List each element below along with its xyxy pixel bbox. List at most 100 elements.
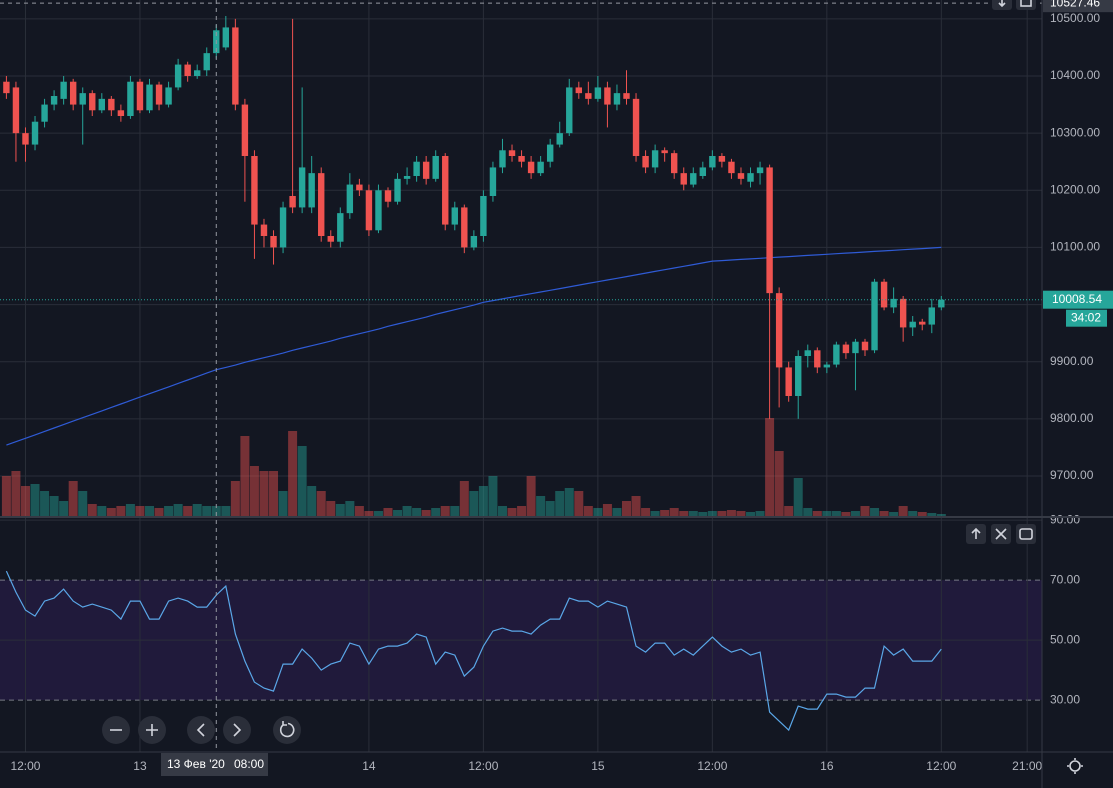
candle-body: [766, 167, 773, 294]
candle-body: [594, 87, 602, 99]
candle-body: [356, 184, 363, 191]
x-tick-label: 13: [133, 759, 147, 773]
volume-bar: [59, 501, 69, 516]
scroll-right-button[interactable]: [223, 716, 251, 744]
candle-body: [12, 87, 20, 134]
button[interactable]: [1016, 0, 1036, 10]
candle-body: [327, 236, 334, 242]
volume-bar: [125, 504, 135, 516]
candle-body: [461, 207, 468, 248]
candle-body: [604, 87, 611, 105]
volume-bar: [889, 512, 899, 516]
candle-body: [232, 27, 239, 105]
candle-body: [890, 298, 897, 308]
candle-body: [451, 207, 458, 225]
candle-body: [899, 298, 907, 328]
volume-bar: [154, 508, 164, 516]
candle-body: [718, 156, 726, 162]
candle-body: [260, 224, 268, 236]
candle-body: [298, 167, 306, 208]
candle-body: [728, 161, 735, 174]
crosshair-price-box: [1043, 0, 1113, 13]
volume-bar: [364, 511, 374, 516]
y-tick-label: 9800.00: [1050, 411, 1094, 425]
volume-bar: [11, 471, 21, 516]
volume-bar: [650, 511, 660, 516]
candle-body: [919, 321, 926, 325]
candle-body: [422, 161, 430, 179]
candle-body: [279, 207, 287, 248]
volume-bar: [20, 486, 30, 516]
candle-body: [871, 281, 878, 351]
candle-body: [938, 299, 945, 308]
volume-bar: [746, 512, 756, 516]
candle-body: [222, 27, 230, 48]
candle-body: [155, 84, 163, 105]
icon-maximize: [1020, 0, 1032, 7]
reset-button[interactable]: [273, 716, 301, 744]
volume-bar: [164, 506, 174, 516]
icon-left: [196, 723, 205, 737]
volume-bar: [269, 471, 279, 516]
candle-body: [403, 176, 411, 179]
volume-bar: [135, 506, 145, 516]
volume-bar: [30, 484, 40, 516]
pane-icons-top[interactable]: [992, 0, 1036, 10]
x-tick-label: 12:00: [10, 759, 40, 773]
volume-bar: [908, 511, 918, 516]
y-tick-label: 9700.00: [1050, 468, 1094, 482]
candle-body: [241, 104, 249, 156]
candle-body: [394, 178, 401, 202]
candle-body: [346, 184, 354, 214]
volume-bar: [574, 491, 584, 516]
volume-bar: [822, 511, 832, 516]
candle-body: [880, 281, 888, 308]
volume-bar: [68, 481, 78, 516]
candle-body: [909, 321, 916, 328]
volume-bar: [593, 508, 603, 516]
volume-bar: [335, 504, 345, 516]
candle-body: [499, 150, 506, 168]
volume-bar: [765, 418, 775, 516]
volume-bar: [850, 511, 860, 516]
volume-bar: [803, 508, 813, 516]
y-tick-label: 9900.00: [1050, 354, 1094, 368]
candle-body: [270, 236, 277, 248]
candle-body: [442, 156, 449, 225]
volume-bar: [259, 471, 269, 516]
volume-bar: [106, 508, 116, 516]
candle-body: [31, 121, 39, 145]
volume-bar: [526, 476, 536, 516]
candle-body: [928, 307, 935, 325]
candle-body: [814, 350, 821, 368]
volume-bar: [278, 491, 288, 516]
icon-gear[interactable]: [1069, 760, 1081, 772]
y-tick-label: 10300.00: [1050, 125, 1100, 139]
candle-body: [642, 156, 649, 168]
x-tick-label: 12:00: [926, 759, 956, 773]
volume-bar: [326, 501, 336, 516]
candle-body: [823, 364, 831, 368]
volume-bar: [383, 508, 393, 516]
scroll-left-button[interactable]: [187, 716, 215, 744]
candle-body: [861, 341, 869, 351]
volume-bar: [841, 512, 851, 516]
volume-bar: [469, 491, 479, 516]
candle-body: [365, 190, 373, 231]
volume-bar: [517, 506, 527, 516]
volume-bar: [316, 491, 326, 516]
candle-body: [184, 64, 191, 76]
settings-button[interactable]: [1067, 758, 1083, 774]
candle-body: [546, 144, 554, 162]
button[interactable]: [1016, 524, 1036, 544]
rsi-pane-icons[interactable]: [966, 524, 1036, 544]
candle-body: [518, 156, 525, 162]
candle-body: [337, 213, 344, 242]
candle-body: [804, 350, 811, 356]
navigation-buttons[interactable]: [102, 716, 301, 744]
y-tick-label: 10400.00: [1050, 68, 1100, 82]
y-tick-label: 70.00: [1050, 572, 1080, 586]
volume-bar: [211, 506, 221, 516]
candle-body: [585, 93, 592, 99]
candle-body: [699, 167, 707, 176]
